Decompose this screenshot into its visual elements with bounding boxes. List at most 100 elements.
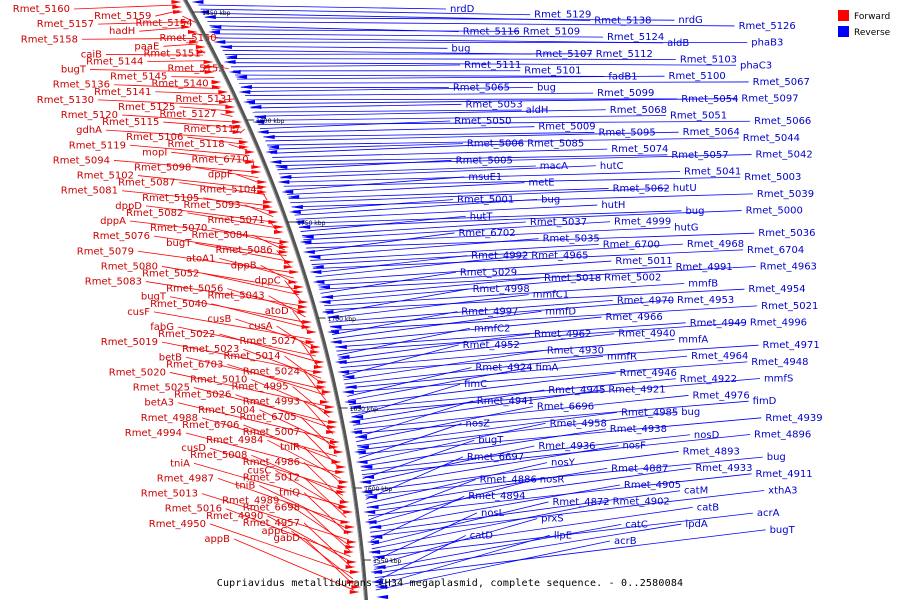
reverse-leader-line	[250, 103, 462, 109]
reverse-gene-block	[365, 495, 378, 499]
reverse-leader-line	[359, 423, 462, 459]
forward-gene-label: mopI	[142, 147, 167, 158]
reverse-leader-line	[198, 4, 447, 10]
reverse-gene-label: bug	[541, 194, 560, 205]
reverse-gene-label: Rmet_5050	[454, 116, 511, 127]
forward-leader-line	[137, 250, 293, 273]
forward-gene-block	[171, 0, 182, 4]
forward-gene-label: Rmet_5094	[53, 155, 110, 166]
forward-gene-label: Rmet_5131	[175, 94, 232, 105]
reverse-gene-label: Rmet_4940	[618, 329, 675, 340]
forward-gene-label: dppF	[208, 170, 233, 181]
reverse-gene-label: hutH	[601, 200, 625, 211]
reverse-gene-label: Rmet_4939	[765, 413, 822, 424]
reverse-leader-line	[246, 98, 678, 101]
reverse-gene-block	[197, 10, 210, 14]
reverse-gene-label: Rmet_4886	[480, 475, 537, 486]
reverse-leader-line	[263, 132, 595, 138]
forward-gene-label: Rmet_5023	[182, 344, 239, 355]
forward-gene-block	[278, 250, 289, 254]
forward-leader-line	[227, 363, 325, 396]
forward-gene-block	[268, 220, 279, 224]
reverse-gene-label: catC	[625, 519, 648, 530]
reverse-gene-label: Rmet_5021	[761, 301, 818, 312]
forward-gene-block	[351, 585, 362, 589]
reverse-gene-label: Rmet_5039	[757, 189, 814, 200]
reverse-gene-label: llpE	[554, 530, 572, 541]
forward-leader-line	[137, 175, 263, 190]
reverse-leader-line	[346, 361, 748, 393]
scale-tick-label: 1800 kbp	[256, 118, 284, 125]
forward-gene-label: cusA	[249, 321, 273, 332]
forward-gene-label: Rmet_5152	[167, 64, 224, 75]
reverse-leader-line	[331, 305, 758, 331]
forward-gene-block	[346, 580, 357, 584]
reverse-gene-label: Rmet_6696	[537, 402, 594, 413]
forward-leader-line	[129, 220, 282, 240]
forward-gene-block	[345, 565, 356, 569]
reverse-leader-line	[366, 467, 608, 509]
reverse-gene-label: mmfC1	[533, 290, 569, 301]
forward-gene-block	[333, 450, 344, 454]
forward-leader-line	[211, 303, 309, 329]
reverse-gene-label: Rmet_5124	[607, 32, 664, 43]
reverse-leader-line	[372, 507, 693, 554]
reverse-gene-block	[370, 580, 383, 584]
reverse-leader-line	[315, 254, 528, 278]
reverse-gene-block	[302, 250, 315, 254]
forward-leader-line	[121, 114, 236, 123]
forward-leader-line	[275, 469, 346, 513]
forward-gene-label: Rmet_5144	[86, 56, 143, 67]
reverse-gene-label: bug	[451, 43, 470, 54]
reverse-gene-label: Rmet_5009	[538, 122, 595, 133]
forward-gene-block	[181, 25, 192, 29]
reverse-gene-block	[369, 525, 382, 529]
forward-gene-label: Rmet_5087	[118, 178, 175, 189]
forward-gene-label: Rmet_5140	[151, 79, 208, 90]
reverse-gene-label: Rmet_4953	[677, 295, 734, 306]
reverse-leader-line	[366, 462, 548, 504]
reverse-leader-line	[294, 198, 538, 216]
reverse-leader-line	[252, 109, 522, 113]
legend-label: Forward	[854, 12, 890, 22]
reverse-gene-label: Rmet_4970	[617, 295, 674, 306]
reverse-gene-label: aldB	[667, 38, 689, 49]
reverse-gene-label: Rmet_5138	[594, 15, 651, 26]
reverse-gene-block	[256, 130, 269, 134]
reverse-gene-block	[370, 535, 383, 539]
reverse-leader-line	[286, 182, 525, 195]
reverse-gene-label: nosL	[481, 508, 505, 519]
forward-leader-line	[267, 439, 341, 479]
reverse-gene-label: bugT	[478, 435, 504, 446]
reverse-gene-label: nosY	[551, 458, 576, 469]
forward-gene-label: Rmet_5070	[150, 223, 207, 234]
reverse-leader-line	[344, 355, 604, 385]
forward-gene-label: Rmet_5106	[126, 132, 183, 143]
reverse-gene-label: bug	[685, 206, 704, 217]
reverse-gene-block	[318, 300, 331, 304]
reverse-gene-block	[203, 15, 216, 19]
reverse-gene-label: nrdG	[678, 15, 702, 26]
reverse-gene-label: fimA	[536, 362, 559, 373]
reverse-gene-block	[366, 540, 379, 544]
reverse-gene-label: Rmet_5099	[597, 88, 654, 99]
reverse-gene-block	[298, 225, 311, 229]
reverse-gene-block	[337, 355, 350, 359]
reverse-leader-line	[200, 8, 531, 16]
reverse-leader-line	[321, 277, 541, 298]
reverse-gene-label: Rmet_5057	[671, 150, 728, 161]
forward-leader-line	[187, 136, 245, 145]
reverse-leader-line	[267, 137, 739, 146]
reverse-gene-label: phaB3	[751, 38, 783, 49]
forward-gene-block	[301, 325, 312, 329]
forward-leader-line	[139, 26, 189, 32]
reverse-gene-label: catM	[684, 486, 708, 497]
reverse-gene-label: Rmet_4998	[473, 284, 530, 295]
forward-gene-label: Rmet_4986	[243, 457, 300, 468]
reverse-leader-line	[265, 131, 679, 142]
reverse-gene-block	[277, 180, 290, 184]
reverse-gene-label: Rmet_5011	[615, 256, 672, 267]
reverse-leader-line	[365, 456, 464, 500]
reverse-gene-label: Rmet_5035	[543, 234, 600, 245]
forward-gene-label: paaE	[134, 41, 159, 52]
